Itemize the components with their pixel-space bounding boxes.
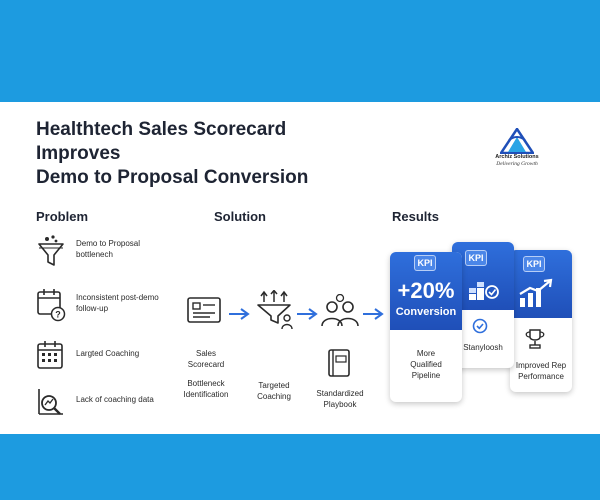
funnel-people-icon [257,290,293,330]
calendar-question-icon: ? [37,289,66,322]
result-line: Pipeline [411,371,441,380]
playbook-icon [328,349,350,377]
kpi-badge: KPI [414,255,436,271]
arrow-right-icon [363,308,384,320]
solution-line: Targeted [258,381,290,390]
rising-chart-icon [519,278,553,307]
bottom-banner [0,434,600,500]
title-line-2: Demo to Proposal Conversion [36,167,309,188]
solution-label-coaching: Targeted Coaching [244,380,304,402]
problem-item-followup: ? Inconsistent post-demo follow-up [36,288,186,324]
solution-label-scorecard: Sales Scorecard [178,348,234,370]
result-label-pipeline: More Qualified Pipeline [390,348,462,381]
top-banner [0,0,600,102]
solution-label-bottleneck: Bottleneck Identification [174,378,238,400]
solution-label-playbook: Standardized Playbook [306,388,374,410]
check-circle-icon [472,318,488,334]
conversion-value: +20% [397,278,455,303]
result-line: Qualified [410,360,442,369]
results-heading: Results [392,209,439,224]
solution-line: Scorecard [187,360,225,369]
problem-item-bottleneck: Demo to Proposal bottlenech [36,234,186,270]
problem-line-2: bottlenech [76,250,113,259]
kpi-badge: KPI [523,256,545,272]
funnel-icon [38,235,64,266]
growth-blocks-icon [469,282,499,300]
solution-line: Playbook [323,400,357,409]
trophy-icon [525,329,545,349]
scorecard-icon [187,297,221,323]
infographic-canvas: Healthtech Sales Scorecard Improves Demo… [0,102,600,434]
calendar-grid-icon [37,341,63,369]
problem-line-1: Lack of coaching data [76,395,154,404]
solution-line: Identification [183,390,229,399]
problem-item-data: Lack of coaching data [36,386,186,422]
title-line-1: Healthtech Sales Scorecard Improves [36,119,287,164]
solution-line: Sales [195,349,216,358]
problem-line-1: Inconsistent post-demo [76,293,159,302]
result-label-stanyloosh: Stanyloosh [463,343,503,352]
svg-text:?: ? [55,310,61,320]
result-label-performance: Improved Rep Performance [510,360,572,382]
company-logo: Archiz Solutions Delivering Growth [478,128,556,168]
magnifier-chart-icon [38,389,63,415]
result-card-conversion: KPI +20% Conversion More Qualified Pipel… [390,252,462,402]
solution-line: Standardized [316,389,364,398]
kpi-badge: KPI [465,250,487,266]
problem-line-1: Largted Coaching [76,349,140,358]
triangle-logo-icon [500,128,534,154]
logo-name: Archiz Solutions [495,154,539,160]
solution-line: Coaching [257,392,291,401]
solution-heading: Solution [214,209,266,224]
problem-heading: Problem [36,209,89,224]
result-card-performance: KPI Improved Rep Performance [510,250,572,392]
arrow-right-icon [229,308,250,320]
result-card-stanyloosh: KPI Stanyloosh [452,242,514,368]
page-title: Healthtech Sales Scorecard Improves Demo… [36,118,376,190]
problem-item-coaching: Largted Coaching [36,340,186,376]
result-line: Improved Rep [515,361,567,370]
problem-line-2: follow-up [76,304,109,313]
arrow-right-icon [297,308,318,320]
logo-tagline: Delivering Growth [496,161,538,167]
team-icon [321,294,359,327]
result-line: More [416,349,436,358]
solution-line: Bottleneck [187,379,225,388]
problem-line-1: Demo to Proposal [76,239,141,248]
result-line: Performance [518,372,564,381]
conversion-label: Conversion [395,306,457,318]
